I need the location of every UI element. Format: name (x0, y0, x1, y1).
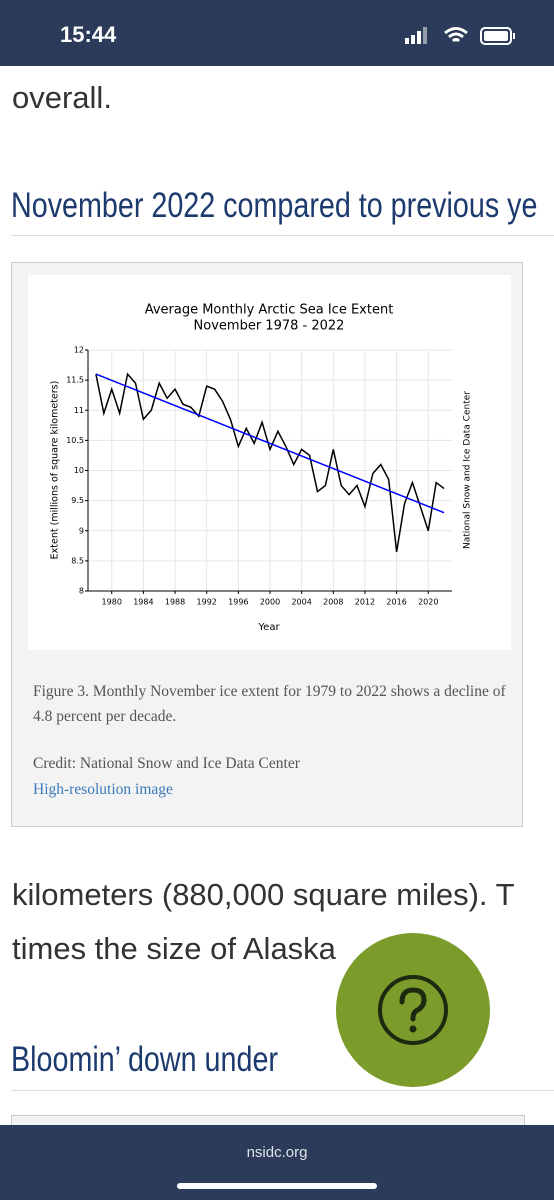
figure-credit: Credit: National Snow and Ice Data Cente… (33, 755, 300, 772)
help-button[interactable] (336, 933, 490, 1087)
home-indicator (177, 1183, 377, 1189)
section-heading: Bloomin’ down under (11, 1040, 278, 1079)
x-tick-label: 2008 (323, 598, 343, 607)
x-tick-label: 2020 (418, 598, 438, 607)
source-label: National Snow and Ice Data Center (463, 391, 473, 549)
x-tick-label: 2012 (355, 598, 375, 607)
chart-subtitle: November 1978 - 2022 (194, 319, 345, 334)
y-tick-label: 8.5 (71, 556, 84, 565)
x-tick-label: 1992 (197, 598, 217, 607)
divider (11, 1090, 554, 1091)
paragraph-line: times the size of Alaska (12, 931, 336, 966)
section-heading: November 2022 compared to previous ye (11, 186, 538, 225)
y-tick-label: 10 (74, 466, 84, 475)
y-tick-label: 8 (79, 587, 84, 596)
x-tick-label: 1988 (165, 598, 185, 607)
paragraph-end: overall. (12, 80, 112, 115)
y-tick-label: 12 (74, 346, 84, 355)
url[interactable]: nsidc.org (246, 1144, 308, 1161)
x-tick-label: 1984 (133, 598, 153, 607)
status-icons (405, 27, 515, 45)
paragraph-line: kilometers (880,000 square miles). T (12, 877, 515, 912)
y-axis-label: Extent (millions of square kilometers) (50, 381, 61, 560)
divider (11, 235, 554, 236)
browser-bar: nsidc.org (0, 1125, 554, 1200)
y-tick-label: 11 (74, 406, 84, 415)
y-tick-label: 9.5 (71, 496, 84, 505)
hi-res-link[interactable]: High-resolution image (33, 781, 173, 798)
x-tick-label: 1996 (228, 598, 248, 607)
trend-line (95, 373, 445, 514)
y-tick-label: 11.5 (66, 376, 84, 385)
x-axis-label: Year (257, 622, 280, 633)
y-tick-label: 9 (79, 526, 84, 535)
x-tick-label: 2004 (291, 598, 311, 607)
data-line (95, 372, 445, 552)
x-tick-label: 2000 (260, 598, 280, 607)
clock: 15:44 (60, 22, 117, 47)
x-tick-label: 2016 (386, 598, 406, 607)
x-tick-label: 1980 (102, 598, 122, 607)
chart-title: Average Monthly Arctic Sea Ice Extent (145, 303, 394, 318)
status-bar: 15:44 (0, 0, 554, 66)
figure-caption: Figure 3. Monthly November ice extent fo… (33, 683, 506, 725)
y-tick-label: 10.5 (66, 436, 84, 445)
chart: Average Monthly Arctic Sea Ice Extent No… (28, 275, 511, 650)
